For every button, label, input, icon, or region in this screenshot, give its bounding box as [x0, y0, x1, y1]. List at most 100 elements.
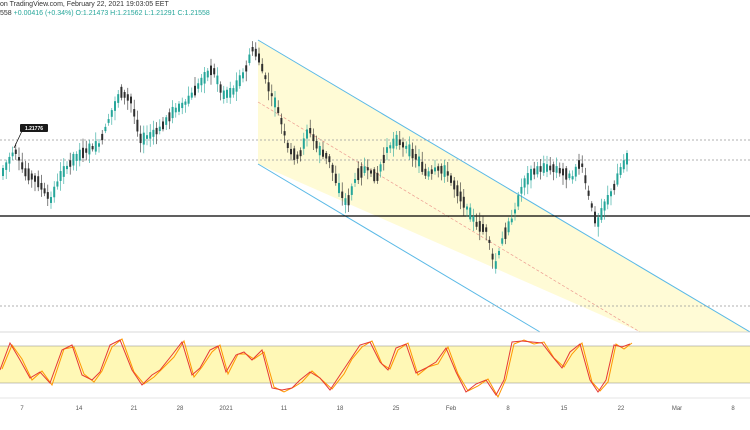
candle-body: [328, 156, 331, 163]
candle-body: [40, 182, 43, 190]
candle-body: [395, 134, 398, 146]
candle-body: [318, 146, 321, 156]
candle-body: [229, 87, 232, 98]
candle-body: [107, 119, 110, 123]
candle-body: [398, 139, 401, 146]
candle-body: [456, 185, 459, 197]
candle-body: [453, 180, 456, 190]
candle-body: [270, 93, 273, 97]
candle-body: [462, 196, 465, 208]
time-axis-tick: 21: [131, 406, 138, 412]
candle-body: [203, 72, 206, 84]
candle-body: [491, 253, 494, 260]
candle-body: [290, 148, 292, 155]
candle-body: [552, 164, 555, 173]
candle-body: [258, 53, 260, 63]
candle-body: [533, 168, 536, 175]
candle-body: [56, 181, 59, 187]
candle-body: [514, 209, 516, 214]
candle-body: [286, 142, 289, 149]
candle-body: [133, 109, 136, 117]
time-axis-tick: 2021: [219, 406, 233, 412]
price-change: +0.00416 (+0.34%): [13, 10, 74, 17]
candle-body: [277, 107, 280, 113]
candle-body: [210, 65, 212, 76]
candle-body: [46, 192, 49, 199]
candle-body: [366, 167, 369, 171]
candle-body: [206, 70, 209, 78]
candle-body: [584, 175, 587, 184]
candle-body: [158, 126, 161, 132]
candle-body: [238, 75, 241, 87]
candle-body: [62, 166, 65, 177]
candle-body: [126, 94, 129, 101]
candle-body: [498, 250, 500, 256]
time-axis-tick: 8: [506, 406, 510, 412]
candle-body: [411, 148, 414, 159]
candle-body: [568, 173, 571, 179]
candle-body: [405, 145, 408, 149]
candle-body: [546, 164, 548, 172]
candle-body: [517, 195, 520, 207]
candle-body: [43, 188, 46, 194]
candle-body: [606, 194, 609, 205]
candle-body: [184, 101, 187, 105]
candle-body: [283, 131, 286, 136]
candle-body: [30, 173, 33, 180]
candle-body: [78, 149, 81, 161]
candle-body: [622, 160, 625, 170]
candle-body: [402, 142, 404, 148]
candle-body: [123, 92, 126, 98]
candle-body: [11, 152, 14, 157]
candle-body: [299, 150, 302, 157]
candle-body: [187, 95, 190, 104]
candle-body: [165, 117, 168, 125]
ohlc-readout: 558 +0.00416 (+0.34%) O:1.21473 H:1.2156…: [0, 10, 210, 17]
ohlc-values: O:1.21473 H:1.21562 L:1.21291 C:1.21558: [75, 10, 210, 17]
candle-body: [14, 149, 17, 154]
price-label-callout: 1.21776: [13, 124, 48, 149]
candle-body: [437, 166, 440, 171]
candle-body: [117, 94, 120, 103]
candle-body: [472, 216, 475, 222]
time-axis-tick: Feb: [446, 406, 457, 412]
candle-body: [613, 183, 616, 191]
time-axis-tick: 11: [281, 406, 288, 412]
price-label-text: 1.21776: [25, 126, 43, 132]
candle-body: [110, 110, 113, 117]
candle-body: [597, 217, 600, 227]
candle-body: [24, 168, 27, 177]
candle-body: [427, 171, 430, 177]
candle-body: [168, 112, 171, 122]
candle-body: [94, 141, 97, 152]
candle-body: [507, 221, 510, 233]
candle-body: [88, 143, 91, 155]
candle-body: [302, 138, 305, 149]
candle-body: [213, 68, 216, 75]
time-axis-tick: 25: [393, 406, 400, 412]
candle-body: [200, 77, 203, 86]
candle-body: [219, 84, 222, 93]
descending-channel: [257, 39, 750, 333]
candle-body: [232, 88, 235, 95]
candle-body: [408, 144, 411, 157]
candle-body: [530, 168, 532, 181]
candle-body: [603, 201, 606, 211]
candle-body: [59, 171, 62, 181]
candle-body: [590, 203, 593, 208]
candle-body: [619, 167, 622, 175]
candle-body: [446, 171, 449, 176]
candle-body: [357, 168, 360, 181]
candle-body: [616, 173, 619, 185]
channel-lower-border: [257, 163, 541, 333]
candle-body: [101, 133, 104, 141]
candle-body: [418, 156, 420, 167]
candle-body: [558, 168, 561, 174]
time-axis-tick: 22: [618, 406, 625, 412]
candle-body: [494, 261, 497, 269]
time-axis-tick: 8: [731, 406, 735, 412]
candle-body: [98, 143, 100, 147]
stochastic-oscillator: [0, 338, 750, 399]
